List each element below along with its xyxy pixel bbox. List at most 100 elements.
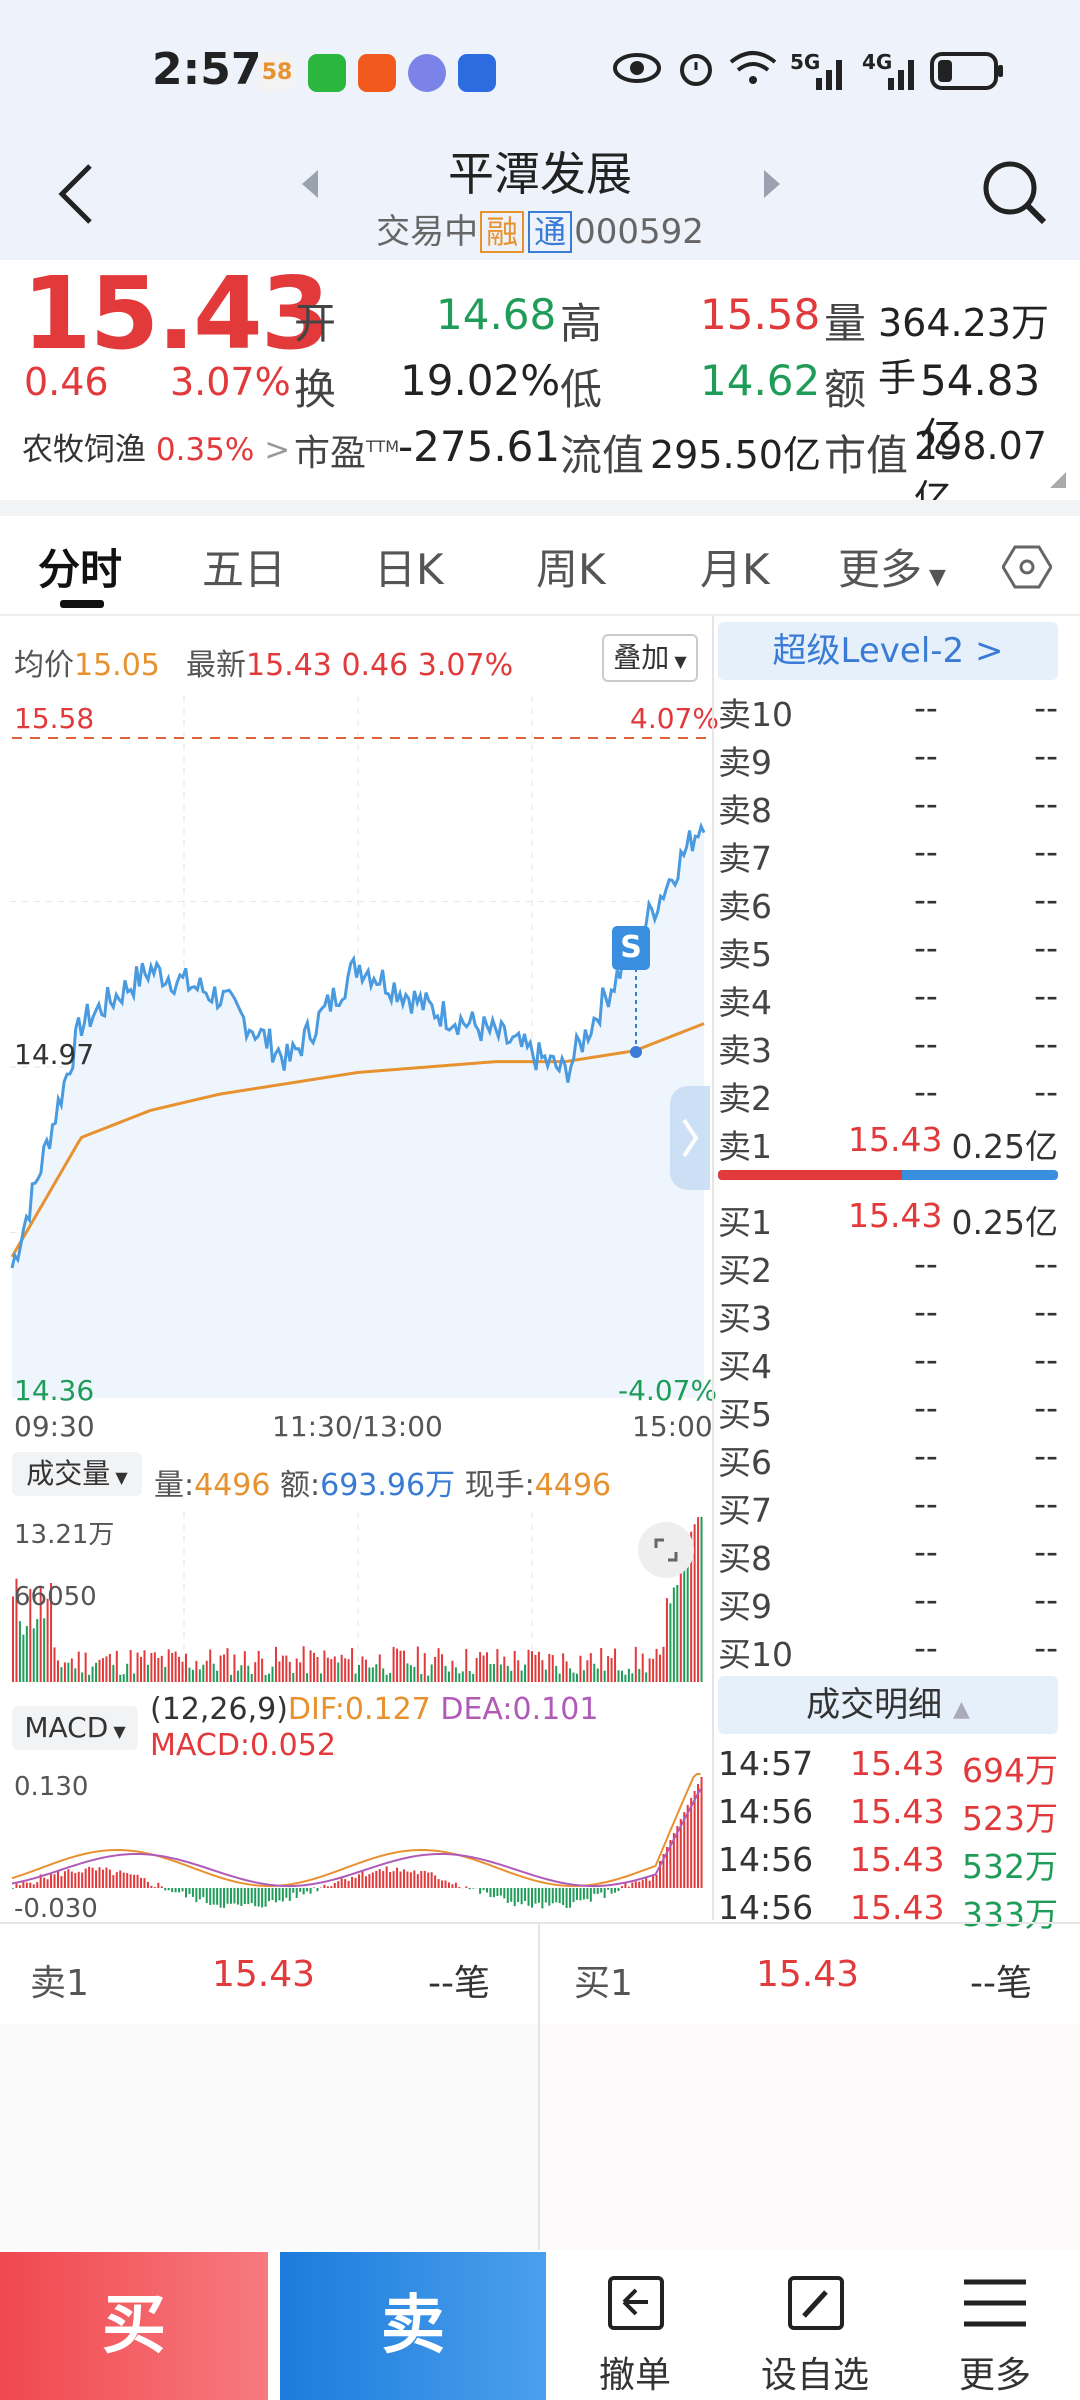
buy-level-7[interactable]: 买7 -- -- <box>718 1484 1058 1532</box>
buy-level-3[interactable]: 买3 -- -- <box>718 1292 1058 1340</box>
back-icon[interactable] <box>56 162 96 226</box>
search-icon[interactable] <box>980 158 1050 228</box>
buy-level-2[interactable]: 买2 -- -- <box>718 1244 1058 1292</box>
macd-bar <box>669 1840 672 1888</box>
volume-bar <box>164 1666 167 1682</box>
pe-label: 市盈TTM <box>294 433 400 474</box>
sell-level-6[interactable]: 卖6 -- -- <box>718 880 1058 928</box>
tab-daily-k[interactable]: 日K <box>374 545 444 594</box>
trade-row: 14:56 15.43 532万 <box>718 1840 1058 1886</box>
sell-level-3[interactable]: 卖3 -- -- <box>718 1024 1058 1072</box>
volume-bar <box>195 1660 198 1682</box>
sell-level-4[interactable]: 卖4 -- -- <box>718 976 1058 1024</box>
macd-bar <box>444 1880 447 1888</box>
volume-bar <box>541 1660 544 1682</box>
ob-volume: -- <box>1034 1340 1058 1379</box>
quick-sell-area <box>0 2024 538 2250</box>
macd-bar <box>423 1870 426 1888</box>
buy-level-5[interactable]: 买5 -- -- <box>718 1388 1058 1436</box>
expand-panel-handle[interactable] <box>670 1086 710 1190</box>
macd-bar <box>513 1888 516 1907</box>
signal-sell-marker[interactable]: S <box>612 926 650 970</box>
prev-stock-icon[interactable] <box>298 168 322 200</box>
network-4g: 4G <box>862 50 893 74</box>
macd-bar <box>385 1866 388 1888</box>
volume-bar <box>261 1658 264 1682</box>
sell-level-7[interactable]: 卖7 -- -- <box>718 832 1058 880</box>
current-price: 15.43 <box>22 255 330 372</box>
volume-bar <box>223 1654 226 1682</box>
fullscreen-button[interactable] <box>638 1522 694 1578</box>
macd-bar <box>136 1874 139 1888</box>
volume-bar <box>479 1652 482 1682</box>
volume-bar <box>219 1655 222 1682</box>
macd-bar <box>607 1888 610 1890</box>
volume-chart <box>12 1512 703 1682</box>
volume-bar <box>672 1587 675 1682</box>
volume-bar <box>544 1669 547 1682</box>
macd-bar <box>399 1871 402 1888</box>
tab-monthly-k[interactable]: 月K <box>700 545 770 594</box>
volume-bar <box>475 1658 478 1682</box>
sell-level-9[interactable]: 卖9 -- -- <box>718 736 1058 784</box>
trade-status: 交易中 <box>376 212 479 252</box>
volume-bar <box>534 1654 537 1682</box>
macd-bar <box>406 1871 409 1888</box>
trade-time: 14:56 <box>718 1888 814 1927</box>
macd-bar <box>624 1882 627 1888</box>
cancel-order-button[interactable]: 撤单 <box>560 2252 710 2400</box>
sector-link[interactable]: 农牧饲渔 0.35% > <box>22 424 290 469</box>
signal-icon <box>816 60 842 90</box>
trade-time: 14:56 <box>718 1840 814 1879</box>
macd-bar <box>562 1888 565 1905</box>
tab-more[interactable]: 更多 ▼ <box>838 545 946 594</box>
tab-five-day[interactable]: 五日 <box>202 545 287 594</box>
volume-bar <box>292 1672 295 1682</box>
level2-button[interactable]: 超级Level-2 > <box>718 622 1058 680</box>
tab-weekly-k[interactable]: 周K <box>536 545 606 594</box>
buy-level-9[interactable]: 买9 -- -- <box>718 1580 1058 1628</box>
volume-bar <box>264 1674 267 1682</box>
next-stock-icon[interactable] <box>760 168 784 200</box>
buy-level-6[interactable]: 买6 -- -- <box>718 1436 1058 1484</box>
volume-bar <box>12 1596 14 1682</box>
add-watchlist-button[interactable]: 设自选 <box>740 2252 890 2400</box>
volume-indicator-select[interactable]: 成交量 ▼ <box>12 1452 142 1496</box>
macd-bar <box>527 1888 530 1906</box>
settings-hex-icon[interactable] <box>1002 544 1052 590</box>
volume-bar <box>620 1670 623 1682</box>
edit-icon <box>788 2276 844 2330</box>
network-5g: 5G <box>790 50 821 74</box>
trade-detail-header[interactable]: 成交明细 ▲ <box>718 1676 1058 1734</box>
macd-bar <box>160 1886 163 1888</box>
buy-button[interactable]: 买 <box>0 2252 268 2400</box>
macd-bar <box>278 1888 281 1901</box>
macd-indicator-select[interactable]: MACD ▼ <box>12 1706 138 1750</box>
macd-bar <box>240 1888 243 1907</box>
sell-level-8[interactable]: 卖8 -- -- <box>718 784 1058 832</box>
sell-button[interactable]: 卖 <box>280 2252 546 2400</box>
quick-sell-row[interactable]: 卖1 15.43 --笔 <box>30 1954 490 2004</box>
macd-bar <box>378 1869 381 1888</box>
more-button[interactable]: 更多 <box>920 2252 1070 2400</box>
macd-bar <box>36 1882 39 1888</box>
sell-level-1[interactable]: 卖1 15.43 0.25亿 <box>718 1120 1058 1168</box>
sell-level-10[interactable]: 卖10 -- -- <box>718 688 1058 736</box>
overlay-button[interactable]: 叠加 ▼ <box>602 634 698 682</box>
buy-level-4[interactable]: 买4 -- -- <box>718 1340 1058 1388</box>
quick-buy-row[interactable]: 买1 15.43 --笔 <box>574 1954 1032 2004</box>
volume-bar <box>257 1650 260 1682</box>
tab-intraday[interactable]: 分时 <box>38 545 123 594</box>
ob-volume: -- <box>1034 1024 1058 1063</box>
sell-level-2[interactable]: 卖2 -- -- <box>718 1072 1058 1120</box>
macd-bar <box>652 1874 655 1888</box>
buy-level-1[interactable]: 买1 15.43 0.25亿 <box>718 1196 1058 1244</box>
ob-price: -- <box>914 976 938 1015</box>
macd-bar <box>645 1877 648 1888</box>
buy-level-8[interactable]: 买8 -- -- <box>718 1532 1058 1580</box>
sell-level-5[interactable]: 卖5 -- -- <box>718 928 1058 976</box>
macd-bar <box>112 1875 115 1888</box>
float-cap-value: 295.50亿 <box>650 433 821 477</box>
volume-bar <box>617 1670 620 1682</box>
buy-level-10[interactable]: 买10 -- -- <box>718 1628 1058 1676</box>
